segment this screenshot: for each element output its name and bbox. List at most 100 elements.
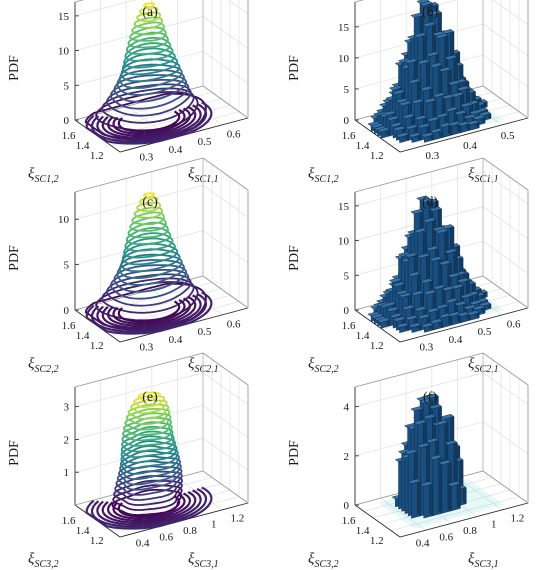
- floor-contour: [106, 297, 192, 327]
- y-tick-label: 1.2: [90, 535, 104, 547]
- floor-contour: [117, 300, 181, 323]
- y-tick-label: 1.6: [342, 130, 356, 142]
- histogram-bar: [396, 322, 409, 333]
- z-tick-label: 2: [344, 451, 350, 463]
- z-tick-label: 5: [344, 270, 350, 282]
- histogram-bar: [438, 459, 452, 514]
- z-tick-label: 10: [58, 46, 70, 58]
- floor-contour: [85, 291, 213, 335]
- y-tick-label: 1.6: [342, 515, 356, 527]
- contour-line: [113, 479, 183, 506]
- panel-label: (a): [142, 5, 158, 20]
- contour-line: [125, 226, 172, 245]
- x-axis-label: ξSC1,1: [188, 166, 219, 185]
- y-tick-label: 1.6: [62, 130, 76, 142]
- histogram-bar: [429, 454, 443, 516]
- z-tick-label: 0: [64, 115, 70, 127]
- x-tick-label: 0.4: [463, 140, 477, 152]
- y-tick-label: 1.4: [356, 330, 370, 342]
- contour-line: [121, 425, 174, 447]
- y-tick-label: 1.4: [356, 525, 370, 537]
- histogram-bar: [420, 322, 434, 333]
- y-tick-label: 1.4: [76, 140, 90, 152]
- histogram-bar: [420, 132, 434, 143]
- contour-line: [120, 440, 178, 464]
- y-tick-label: 1.2: [370, 340, 384, 352]
- tick-labels-3: 0 5 10 15 0.3 0.4 0.5 0.6 1.21.41.6 PDF ξSC2,1 ξSC2…: [287, 195, 521, 375]
- histogram-bar: [448, 311, 462, 326]
- contour-line: [127, 31, 169, 49]
- z-axis-label: PDF: [7, 55, 22, 81]
- y-axis-label: ξSC1,2: [28, 166, 59, 185]
- histogram-bar: [420, 481, 434, 519]
- contour-line: [136, 11, 162, 23]
- y-axis-label: ξSC2,2: [28, 356, 59, 375]
- axes-box-0: [74, 0, 249, 153]
- z-tick-label: 0: [344, 305, 350, 317]
- panel-label: (d): [422, 195, 439, 210]
- contour-line: [136, 201, 162, 213]
- z-tick-label: 4: [344, 402, 350, 414]
- x-tick-label: 0.6: [227, 318, 241, 330]
- z-tick-label: 10: [338, 236, 350, 248]
- contour-line: [106, 273, 192, 307]
- floor-contour: [117, 110, 181, 133]
- x-tick-label: 0.6: [159, 531, 173, 543]
- z-tick-label: 5: [64, 80, 70, 92]
- contour-line: [113, 74, 188, 103]
- contour-line: [124, 42, 174, 62]
- contour-line: [124, 412, 172, 431]
- x-tick-label: 0.5: [478, 326, 492, 338]
- histogram-bar: [447, 481, 461, 512]
- x-tick-label: 0.5: [198, 326, 212, 338]
- x-axis-label: ξSC1,1: [468, 166, 499, 185]
- floor-contour: [101, 491, 197, 524]
- tick-labels-2: 0 5 10 0.3 0.4 0.5 0.6 1.21.41.6 PDF ξSC2,1 ξSC2,2…: [7, 195, 241, 375]
- contour-line: [133, 395, 166, 409]
- floor-contour: [112, 494, 186, 520]
- histogram-bar: [439, 122, 452, 138]
- floor-contour: [85, 101, 213, 145]
- floor-contour: [96, 489, 202, 526]
- panel-label: (c): [142, 195, 158, 210]
- contour-line: [119, 63, 183, 89]
- contour-line: [122, 421, 173, 442]
- x-tick-label: 1.2: [231, 512, 245, 524]
- tick-labels-4: 1230.40.60.811.21.21.41.6PDFξSC3,1ξSC3,2…: [7, 390, 244, 570]
- x-tick-label: 0.8: [463, 525, 477, 537]
- y-tick-label: 1.2: [90, 150, 104, 162]
- y-tick-label: 1.4: [76, 330, 90, 342]
- histogram-bar: [429, 318, 443, 331]
- axes-edges: [354, 352, 529, 538]
- floor-contour: [85, 486, 213, 530]
- contour-line: [143, 192, 156, 198]
- floor-contour: [96, 104, 202, 141]
- z-tick-label: 5: [64, 260, 70, 272]
- contour-line: [118, 460, 182, 486]
- histogram-bar: [429, 128, 443, 141]
- y-axis-label: ξSC2,2: [308, 356, 339, 375]
- y-tick-label: 1.2: [370, 535, 384, 547]
- x-tick-label: 0.3: [139, 152, 153, 164]
- contour-line: [120, 435, 176, 459]
- contour-line: [133, 16, 164, 29]
- x-tick-label: 0.5: [501, 130, 515, 142]
- contour-line: [121, 430, 175, 453]
- x-tick-label: 0.6: [227, 128, 241, 140]
- surface-contours-0: [84, 2, 213, 145]
- y-tick-label: 1.6: [342, 320, 356, 332]
- x-tick-label: 1.2: [511, 512, 525, 524]
- histogram-bar: [407, 478, 421, 519]
- y-tick-label: 1.2: [90, 340, 104, 352]
- contour-line: [116, 259, 185, 286]
- panel-label: (b): [422, 5, 439, 20]
- z-tick-label: 15: [58, 11, 70, 23]
- contour-line: [125, 37, 172, 55]
- contour-line: [101, 277, 195, 314]
- histogram-bar: [396, 132, 409, 143]
- x-axis-label: ξSC2,1: [188, 356, 219, 375]
- contour-line: [106, 83, 192, 117]
- y-tick-label: 1.4: [356, 140, 370, 152]
- z-tick-label: 5: [344, 84, 350, 96]
